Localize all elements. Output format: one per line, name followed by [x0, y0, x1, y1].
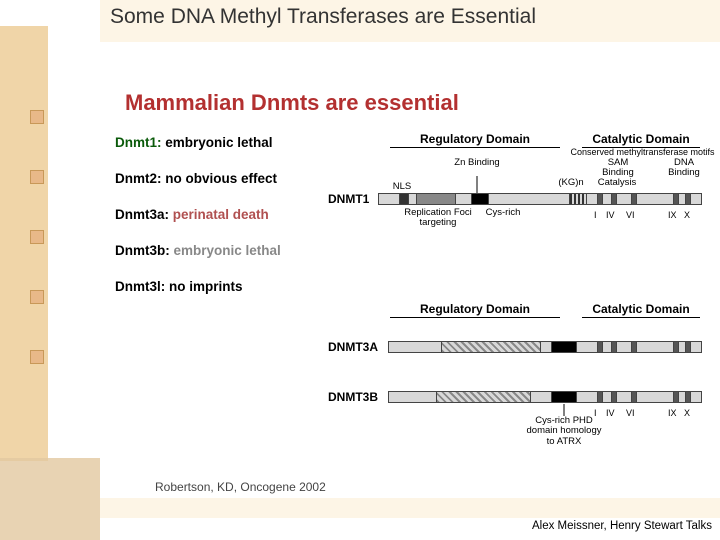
dnmt1-nls [399, 193, 409, 205]
cys-label: Cys-rich [478, 208, 528, 218]
dnmt1-motif [631, 193, 637, 205]
dnmt3a-bar [388, 341, 702, 353]
dnmt3b-label: DNMT3B [328, 390, 378, 404]
pheno-effect: no imprints [169, 279, 243, 294]
motif-iv: IV [606, 210, 615, 220]
motif-iv-b: IV [606, 408, 615, 418]
motif-vi: VI [626, 210, 635, 220]
motif-vi-b: VI [626, 408, 635, 418]
catalysis-label: Catalysis [595, 178, 639, 188]
dnmt3b-phd [551, 391, 577, 403]
zn-label: Zn Binding [452, 158, 502, 168]
dnmt3b-motif [673, 391, 679, 403]
motif-x-b: X [684, 408, 690, 418]
bullet-sq [30, 230, 44, 244]
dnmt1-rep [416, 193, 456, 205]
pheno-name: Dnmt3b: [115, 243, 170, 258]
dnmt1-motif [673, 193, 679, 205]
rep-label: Replication Foci targeting [398, 208, 478, 229]
dnmt3a-phd [551, 341, 577, 353]
dnmt3a-motif [685, 341, 691, 353]
motif-ix-b: IX [668, 408, 677, 418]
dnmt3a-motif [631, 341, 637, 353]
slide-root: Some DNA Methyl Transferases are Essenti… [0, 0, 720, 540]
dnmt1-motif [611, 193, 617, 205]
slide-title: Some DNA Methyl Transferases are Essenti… [110, 5, 536, 29]
pheno-name: Dnmt3a: [115, 207, 169, 222]
dnmt1-zn [471, 193, 489, 205]
pheno-row: Dnmt3a: perinatal death [115, 207, 281, 222]
footer-band [100, 498, 720, 518]
bullet-sq [30, 350, 44, 364]
dnmt3b-motif [597, 391, 603, 403]
pheno-name: Dnmt3l: [115, 279, 165, 294]
nls-label: NLS [390, 182, 414, 192]
citation: Robertson, KD, Oncogene 2002 [155, 480, 326, 494]
cat-domain-header-1: Catalytic Domain [582, 132, 700, 148]
dnmt3a-label: DNMT3A [328, 340, 378, 354]
pheno-row: Dnmt3l: no imprints [115, 279, 281, 294]
motif-ix: IX [668, 210, 677, 220]
motif-i-b: I [594, 408, 597, 418]
motif-x: X [684, 210, 690, 220]
zn-tick [476, 176, 478, 193]
dnmt3a-motif [673, 341, 679, 353]
dnmt3a-motif [611, 341, 617, 353]
phenotype-list: Dnmt1: embryonic lethal Dnmt2: no obviou… [115, 135, 281, 294]
dnmt3b-motif [685, 391, 691, 403]
dnmt3b-motif [631, 391, 637, 403]
dnmt3b-hatch [436, 391, 531, 403]
dnmt3b-bar [388, 391, 702, 403]
dnmt3a-hatch [441, 341, 541, 353]
pheno-name: Dnmt1: [115, 135, 162, 150]
pheno-row: Dnmt3b: embryonic lethal [115, 243, 281, 258]
dnmt1-bar [378, 193, 702, 205]
dnmt1-label: DNMT1 [328, 192, 369, 206]
pheno-row: Dnmt2: no obvious effect [115, 171, 281, 186]
reg-domain-header-1: Regulatory Domain [390, 132, 560, 148]
cat-domain-header-2: Catalytic Domain [582, 302, 700, 318]
sam-label: SAM Binding [600, 158, 636, 179]
pheno-effect: embryonic lethal [174, 243, 281, 258]
bullet-sq [30, 110, 44, 124]
helix-decor [0, 458, 100, 540]
pheno-effect: no obvious effect [165, 171, 277, 186]
dna-binding-label: DNA Binding [664, 158, 704, 179]
pheno-effect: perinatal death [173, 207, 269, 222]
pheno-effect: embryonic lethal [165, 135, 272, 150]
reg-domain-header-2: Regulatory Domain [390, 302, 560, 318]
pheno-row: Dnmt1: embryonic lethal [115, 135, 281, 150]
dnmt1-kg [569, 193, 587, 205]
dnmt1-motif [685, 193, 691, 205]
dnmt3a-motif [597, 341, 603, 353]
dnmt1-motif [597, 193, 603, 205]
bullet-sq [30, 290, 44, 304]
footer-text: Alex Meissner, Henry Stewart Talks [532, 520, 712, 532]
pheno-name: Dnmt2: [115, 171, 162, 186]
phd-label: Cys-rich PHD domain homology to ATRX [524, 416, 604, 447]
bullet-decor [30, 110, 44, 364]
kg-label: (KG)n [556, 178, 586, 188]
motif-i: I [594, 210, 597, 220]
bullet-sq [30, 170, 44, 184]
dnmt3b-motif [611, 391, 617, 403]
main-heading: Mammalian Dnmts are essential [125, 90, 459, 116]
